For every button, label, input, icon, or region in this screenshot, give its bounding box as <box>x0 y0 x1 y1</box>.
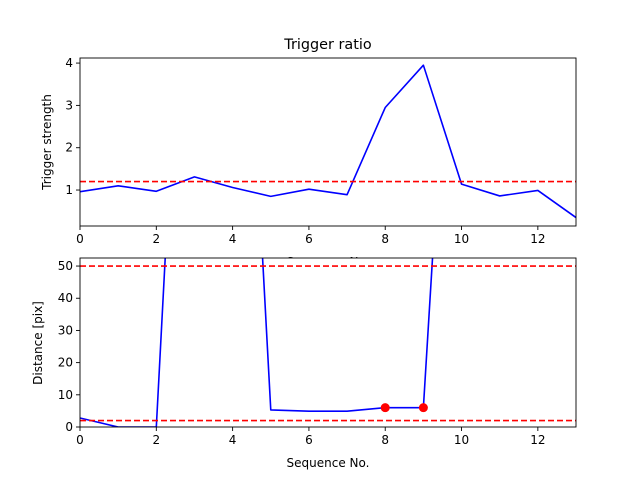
top-chart-series-line <box>80 64 576 219</box>
bottom-chart-x-tick-label: 6 <box>305 433 313 447</box>
bottom-chart-x-tick-label: 2 <box>152 433 160 447</box>
bottom-chart-x-tick-label: 8 <box>381 433 389 447</box>
bottom-chart-series-line <box>80 258 434 427</box>
bottom-chart-marker-point <box>418 403 428 413</box>
top-chart-y-tick-label: 2 <box>65 141 73 155</box>
bottom-chart-y-tick-label: 20 <box>58 356 73 370</box>
top-chart-x-tick-label: 0 <box>76 232 84 246</box>
top-chart-x-tick-label: 2 <box>152 232 160 246</box>
top-chart-x-tick-label: 10 <box>454 232 469 246</box>
bottom-chart-background <box>80 258 576 427</box>
bottom-chart-x-tick-label: 10 <box>454 433 469 447</box>
top-chart-y-tick-label: 1 <box>65 183 73 197</box>
bottom-chart-y-tick-label: 30 <box>58 323 73 337</box>
top-chart-frame <box>79 57 577 227</box>
bottom-chart-y-tick-label: 50 <box>58 259 73 273</box>
top-chart-y-label: Trigger strength <box>40 94 54 191</box>
bottom-chart-plot <box>80 258 576 427</box>
top-chart-y-tick-label: 4 <box>65 56 73 70</box>
top-chart-title: Trigger ratio <box>283 37 372 53</box>
bottom-chart-y-tick-label: 40 <box>58 291 73 305</box>
top-chart-x-tick-label: 6 <box>305 232 313 246</box>
bottom-chart-frame <box>79 257 577 428</box>
top-chart-plot <box>80 64 576 219</box>
bottom-chart-x-tick-label: 12 <box>530 433 545 447</box>
top-chart-x-tick-label: 4 <box>229 232 237 246</box>
bottom-chart-x-tick-label: 4 <box>229 433 237 447</box>
bottom-chart-marker-point <box>380 403 390 413</box>
bottom-chart-ticks: 0 2 4 6 8 10 12 0 10 20 30 40 50 <box>58 259 546 447</box>
bottom-chart-x-label: Sequence No. <box>287 456 370 470</box>
bottom-chart-y-tick-label: 10 <box>58 388 73 402</box>
bottom-chart-y-tick-label: 0 <box>65 420 73 434</box>
bottom-chart-x-tick-label: 0 <box>76 433 84 447</box>
top-chart-y-tick-label: 3 <box>65 98 73 112</box>
top-chart-x-tick-label: 8 <box>381 232 389 246</box>
top-chart-x-tick-label: 12 <box>530 232 545 246</box>
bottom-chart: 0 2 4 6 8 10 12 0 10 20 30 40 50 Sequence No. Distan… <box>31 257 577 470</box>
bottom-chart-y-label: Distance [pix] <box>31 301 45 385</box>
